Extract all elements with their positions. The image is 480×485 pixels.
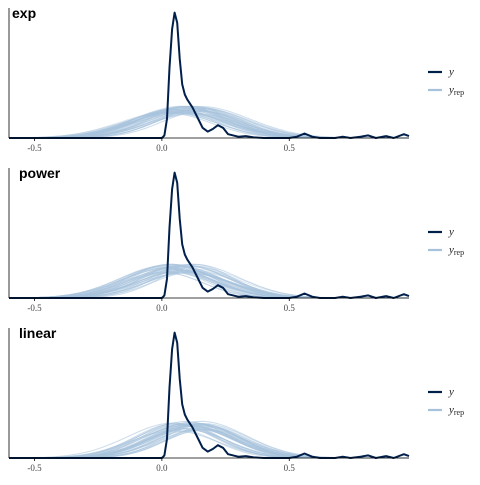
panel-title: linear — [19, 325, 57, 341]
x-tick-label: -0.5 — [27, 303, 42, 313]
legend-yrep-subscript: rep — [454, 88, 464, 97]
x-tick-label: -0.5 — [27, 143, 42, 153]
panel-power: -0.5 0.0 0.5 power y yrep — [8, 165, 464, 313]
x-tick-label: 0.5 — [284, 463, 296, 473]
yrep-curve — [9, 265, 409, 299]
yrep-curve — [9, 421, 409, 459]
x-tick-label: 0.0 — [156, 143, 168, 153]
y-observed-curve — [9, 331, 410, 459]
panel-linear: -0.5 0.0 0.5 linear y yrep — [8, 325, 464, 473]
yrep-curve — [9, 265, 409, 299]
legend-yrep-label: yrep — [448, 84, 464, 97]
legend-y-label: y — [448, 66, 454, 78]
legend-y-label: y — [448, 386, 454, 398]
legend-y-label: y — [448, 226, 454, 238]
yrep-curve — [9, 424, 409, 459]
legend-yrep-subscript: rep — [454, 248, 464, 257]
x-tick-label: 0.0 — [156, 463, 168, 473]
legend: y yrep — [428, 66, 464, 97]
legend: y yrep — [428, 226, 464, 257]
yrep-curves — [8, 263, 409, 299]
yrep-curve — [8, 112, 409, 139]
yrep-curves — [9, 420, 409, 459]
yrep-curve — [9, 265, 409, 299]
legend-yrep-subscript: rep — [454, 408, 464, 417]
panel-exp: -0.5 0.0 0.5 exp y yrep — [8, 5, 464, 153]
x-tick-label: 0.5 — [284, 143, 296, 153]
legend-yrep-label: yrep — [448, 244, 464, 257]
x-tick-label: 0.5 — [284, 303, 296, 313]
y-observed-curve — [9, 171, 410, 299]
y-observed-curve — [9, 11, 410, 139]
panel-title: exp — [12, 5, 36, 21]
yrep-curve — [9, 265, 409, 299]
x-tick-label: 0.0 — [156, 303, 168, 313]
legend: y yrep — [428, 386, 464, 417]
panel-title: power — [19, 165, 61, 181]
legend-yrep-label: yrep — [448, 404, 464, 417]
x-tick-label: -0.5 — [27, 463, 42, 473]
yrep-curve — [9, 421, 409, 459]
yrep-curves — [8, 105, 409, 139]
